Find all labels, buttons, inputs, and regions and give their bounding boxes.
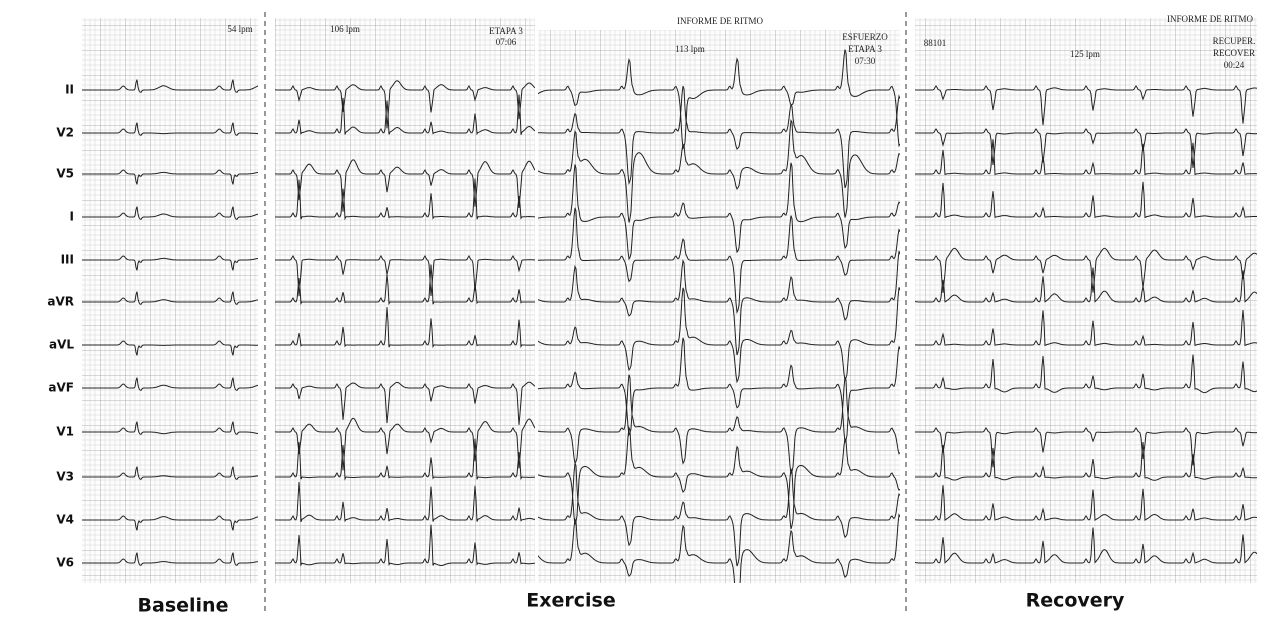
annotation: ETAPA 3 [848, 44, 882, 54]
lead-label: aVF [48, 381, 74, 395]
lead-label: I [70, 210, 74, 224]
annotation: 07:30 [855, 56, 876, 66]
lead-label: II [65, 83, 74, 97]
annotation: 00:24 [1224, 60, 1245, 70]
annotation: 113 lpm [675, 44, 704, 54]
ecg-figure: IIV2V5IIIIaVRaVLaVFV1V3V4V6 Baseline Exe… [0, 0, 1261, 633]
annotation: RECOVER [1213, 48, 1255, 58]
lead-label: V4 [56, 513, 74, 527]
ecg-paper [915, 18, 1257, 583]
annotation: 88101 [924, 38, 947, 48]
annotation: INFORME DE RITMO [677, 16, 764, 26]
lead-label: V1 [56, 425, 74, 439]
section-label: Recovery [1026, 590, 1125, 612]
annotation: INFORME DE RITMO [1167, 14, 1254, 24]
section-label: Exercise [526, 590, 615, 612]
lead-label: V2 [56, 126, 74, 140]
ecg-paper [275, 18, 535, 583]
annotation: ETAPA 3 [489, 26, 523, 36]
lead-label: V3 [56, 470, 74, 484]
annotation: ESFUERZO [842, 32, 888, 42]
ecg-paper [82, 18, 258, 583]
annotation: 54 lpm [227, 24, 252, 34]
lead-label: aVR [47, 295, 74, 309]
lead-label: V5 [56, 167, 74, 181]
lead-label: aVL [49, 338, 74, 352]
lead-label: V6 [56, 556, 74, 570]
lead-label: III [61, 253, 74, 267]
annotation: 106 lpm [330, 24, 360, 34]
annotation: 07:06 [496, 37, 517, 47]
annotation: RECUPER. [1213, 36, 1256, 46]
ecg-paper [538, 30, 900, 583]
section-label: Baseline [138, 595, 229, 617]
annotation: 125 lpm [1070, 49, 1100, 59]
